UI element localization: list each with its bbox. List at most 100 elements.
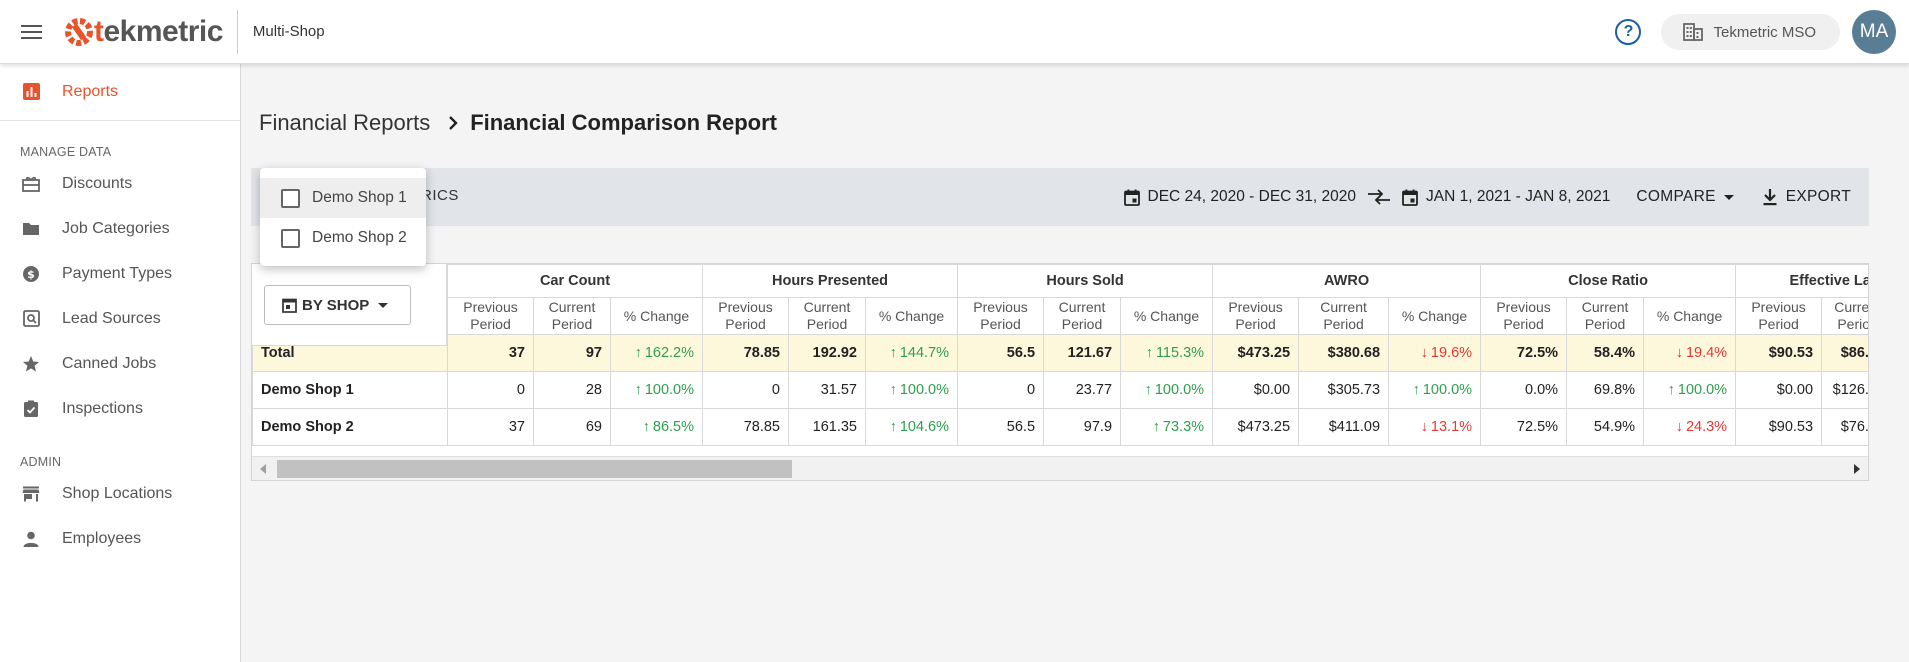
folder-icon bbox=[22, 220, 40, 238]
help-icon[interactable]: ? bbox=[1615, 19, 1642, 45]
sub-header: % Change bbox=[1643, 297, 1737, 335]
period-a-label: DEC 24, 2020 - DEC 31, 2020 bbox=[1147, 188, 1357, 205]
previous-period-cell: 0 bbox=[447, 371, 534, 409]
current-period-cell: $305.73 bbox=[1298, 371, 1390, 409]
current-period-cell: $76.55 bbox=[1821, 408, 1868, 446]
section-heading-manage-data: MANAGE DATA bbox=[20, 145, 112, 159]
previous-period-cell: $90.53 bbox=[1735, 334, 1823, 372]
previous-period-cell: 72.5% bbox=[1480, 408, 1568, 446]
current-period-cell: 69 bbox=[533, 408, 611, 446]
breadcrumb: Financial Reports Financial Comparison R… bbox=[259, 110, 777, 136]
period-a-picker[interactable]: DEC 24, 2020 - DEC 31, 2020 bbox=[1123, 188, 1357, 206]
breadcrumb-parent-link[interactable]: Financial Reports bbox=[259, 110, 431, 135]
current-period-cell: 31.57 bbox=[788, 371, 866, 409]
sub-header: Previous Period bbox=[702, 297, 789, 335]
caret-down-icon bbox=[378, 302, 389, 308]
arrow-up-icon: ↑ bbox=[889, 382, 897, 398]
report-toolbar: RICS DEC 24, 2020 - DEC 31, 2020 JAN 1, … bbox=[251, 168, 1869, 226]
previous-period-cell: 0 bbox=[702, 371, 789, 409]
page-title: Financial Comparison Report bbox=[470, 110, 778, 135]
sidebar-item-lead-sources[interactable]: Lead Sources bbox=[0, 296, 240, 341]
metrics-selector-label[interactable]: RICS bbox=[421, 187, 459, 204]
horizontal-scrollbar[interactable] bbox=[252, 456, 1868, 480]
current-period-cell: 121.67 bbox=[1043, 334, 1122, 372]
organization-name: Tekmetric MSO bbox=[1713, 23, 1816, 41]
checkbox[interactable] bbox=[281, 228, 300, 248]
table-row: Demo Shop 1 0 28 ↑ 100.0% 0 31.57 ↑ 100.0% 0 23.77… bbox=[252, 371, 1868, 409]
arrow-up-icon: ↑ bbox=[1152, 419, 1160, 435]
group-header: AWRO bbox=[1212, 264, 1482, 298]
period-b-picker[interactable]: JAN 1, 2021 - JAN 8, 2021 bbox=[1402, 188, 1610, 206]
search-document-icon bbox=[22, 310, 40, 328]
row-name: Demo Shop 2 bbox=[252, 408, 448, 446]
sidebar-item-discounts[interactable]: Discounts bbox=[0, 161, 240, 206]
sub-header: % Change bbox=[1120, 297, 1214, 335]
previous-period-cell: 56.5 bbox=[957, 334, 1045, 372]
arrow-up-icon: ↑ bbox=[1667, 382, 1675, 398]
previous-period-cell: 72.5% bbox=[1480, 334, 1568, 372]
export-button[interactable]: EXPORT bbox=[1762, 188, 1851, 206]
sub-header: Current Period bbox=[788, 297, 866, 335]
arrow-up-icon: ↑ bbox=[634, 345, 642, 361]
current-period-cell: 58.4% bbox=[1566, 334, 1645, 372]
sidebar-item-reports[interactable]: Reports bbox=[0, 69, 240, 114]
store-calendar-icon bbox=[282, 298, 297, 313]
percent-change-cell: ↑ 86.5% bbox=[610, 408, 703, 446]
current-period-cell: 28 bbox=[533, 371, 611, 409]
sidebar-item-job-categories[interactable]: Job Categories bbox=[0, 206, 240, 251]
group-header: Close Ratio bbox=[1480, 264, 1737, 298]
person-icon bbox=[22, 530, 40, 548]
dollar-circle-icon: $ bbox=[22, 265, 40, 283]
previous-period-cell: 78.85 bbox=[702, 334, 789, 372]
total-row: Total 37 97 ↑ 162.2% 78.85 192.92 ↑ 144.7% 56.5 12… bbox=[252, 334, 1868, 372]
arrow-down-icon: ↓ bbox=[1420, 419, 1428, 435]
sidebar-item-label: Lead Sources bbox=[62, 309, 161, 327]
current-period-cell: 54.9% bbox=[1566, 408, 1645, 446]
arrow-down-icon: ↓ bbox=[1420, 345, 1428, 361]
sidebar-item-label: Payment Types bbox=[62, 264, 172, 282]
sidebar: Reports MANAGE DATA Discounts Job Catego… bbox=[0, 64, 241, 662]
checkbox[interactable] bbox=[281, 188, 300, 208]
scroll-right-arrow-icon[interactable] bbox=[1854, 464, 1860, 474]
shop-option-label: Demo Shop 2 bbox=[312, 229, 407, 246]
comparison-table-container: Car Count Hours Presented Hours Sold AWRO Cl… bbox=[251, 263, 1869, 481]
gear-logo-icon bbox=[65, 17, 93, 46]
previous-period-cell: $90.53 bbox=[1735, 408, 1823, 446]
sidebar-item-canned-jobs[interactable]: Canned Jobs bbox=[0, 341, 240, 386]
sidebar-item-label: Job Categories bbox=[62, 219, 170, 237]
sidebar-item-label: Canned Jobs bbox=[62, 354, 157, 372]
sidebar-item-inspections[interactable]: Inspections bbox=[0, 386, 240, 431]
tekmetric-logo[interactable]: tekmetric bbox=[62, 9, 238, 54]
shop-option-demo-shop-1[interactable]: Demo Shop 1 bbox=[260, 178, 426, 218]
compare-button[interactable]: COMPARE bbox=[1636, 188, 1734, 206]
sidebar-item-payment-types[interactable]: $ Payment Types bbox=[0, 251, 240, 296]
sub-header: Previous Period bbox=[1480, 297, 1568, 335]
current-period-cell: 161.35 bbox=[788, 408, 866, 446]
menu-icon[interactable] bbox=[0, 0, 62, 64]
percent-change-cell: ↑ 100.0% bbox=[610, 371, 703, 409]
group-by-button[interactable]: BY SHOP bbox=[264, 285, 411, 325]
scroll-left-arrow-icon[interactable] bbox=[260, 464, 266, 474]
arrow-up-icon: ↑ bbox=[634, 382, 642, 398]
arrow-up-icon: ↑ bbox=[1412, 382, 1420, 398]
swap-arrows-icon[interactable] bbox=[1366, 188, 1392, 206]
current-period-cell: 69.8% bbox=[1566, 371, 1645, 409]
compare-label: COMPARE bbox=[1636, 188, 1716, 205]
svg-text:$: $ bbox=[27, 268, 35, 281]
top-bar: tekmetric Multi-Shop ? Tekmetric MSO MA bbox=[0, 0, 1909, 64]
user-avatar[interactable]: MA bbox=[1852, 10, 1896, 54]
arrow-up-icon: ↑ bbox=[1144, 382, 1152, 398]
percent-change-cell: ↑ 162.2% bbox=[610, 334, 703, 372]
percent-change-cell: ↑ 73.3% bbox=[1120, 408, 1214, 446]
current-period-cell: $411.09 bbox=[1298, 408, 1390, 446]
current-period-cell: 97.9 bbox=[1043, 408, 1122, 446]
scrollbar-thumb[interactable] bbox=[277, 460, 792, 478]
organization-selector[interactable]: Tekmetric MSO bbox=[1661, 14, 1840, 50]
logo-text: tekmetric bbox=[94, 14, 223, 48]
sidebar-item-shop-locations[interactable]: Shop Locations bbox=[0, 471, 240, 516]
shop-option-demo-shop-2[interactable]: Demo Shop 2 bbox=[260, 218, 426, 258]
current-period-cell: 97 bbox=[533, 334, 611, 372]
sub-header: Previous Period bbox=[447, 297, 534, 335]
sidebar-item-employees[interactable]: Employees bbox=[0, 516, 240, 561]
arrow-up-icon: ↑ bbox=[889, 345, 897, 361]
